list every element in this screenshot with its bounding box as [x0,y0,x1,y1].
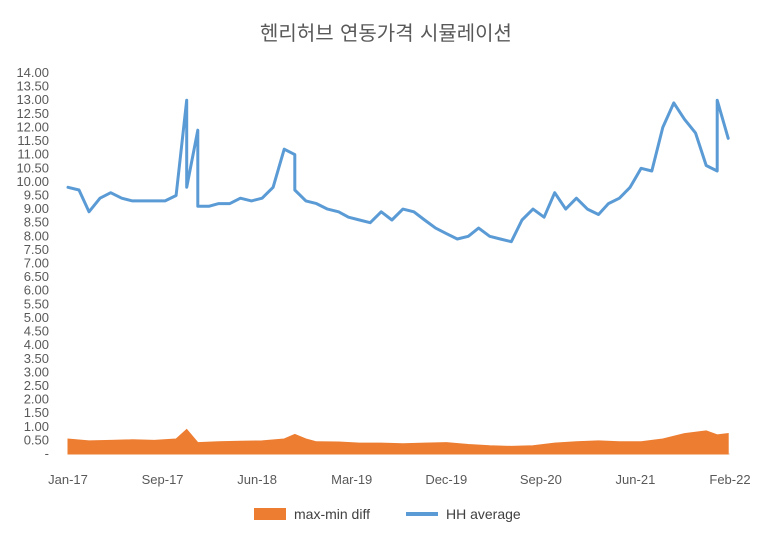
y-tick-label: 4.00 [24,337,49,352]
x-tick-label: Jan-17 [48,472,88,487]
y-tick-label: 7.00 [24,256,49,271]
x-tick-label: Feb-22 [709,472,750,487]
y-tick-label: 0.50 [24,432,49,447]
y-tick-label: 3.50 [24,351,49,366]
y-tick-label: 5.50 [24,296,49,311]
y-tick-label: 12.00 [16,119,49,134]
chart-title: 헨리허브 연동가격 시뮬레이션 [260,21,512,45]
y-tick-label: 11.00 [17,147,49,162]
legend-swatch-max-min-diff [254,508,286,520]
y-tick-label: 13.50 [16,79,49,94]
y-tick-label: 11.50 [17,133,49,148]
y-tick-label: 14.00 [16,65,49,80]
legend: max-min diff HH average [254,506,521,522]
y-tick-label: 1.00 [24,419,49,434]
x-tick-label: Sep-20 [520,472,562,487]
series-max-min-diff-area [67,428,729,455]
y-tick-label: 10.50 [16,160,49,175]
y-tick-label: 6.50 [24,269,49,284]
x-tick-label: Jun-18 [237,472,277,487]
y-tick-label: 2.50 [24,378,49,393]
y-tick-label: 2.00 [24,392,49,407]
y-tick-label: 6.00 [24,283,49,298]
x-tick-label: Sep-17 [142,472,184,487]
series-hh-average-line [66,98,730,244]
legend-label-max-min-diff: max-min diff [294,506,370,522]
x-tick-label: Jun-21 [616,472,656,487]
y-tick-label: 9.50 [24,187,49,202]
x-axis: Jan-17 Sep-17 Jun-18 Mar-19 Dec-19 Sep-20 Jun-… [48,453,751,487]
y-tick-label: 12.50 [16,106,49,121]
y-tick-label: 8.50 [24,215,49,230]
y-tick-label: 8.00 [24,228,49,243]
y-tick-label: 13.00 [16,92,49,107]
y-tick-label: 4.50 [24,324,49,339]
y-tick-label: 5.00 [24,310,49,325]
y-axis: -0.501.001.502.002.503.003.504.004.505.0… [16,65,49,461]
y-tick-label: - [45,446,49,461]
y-tick-label: 10.00 [16,174,49,189]
y-tick-label: 7.50 [24,242,49,257]
y-tick-label: 1.50 [24,405,49,420]
plot-area [66,98,730,455]
x-tick-label: Mar-19 [331,472,372,487]
y-tick-label: 3.00 [24,364,49,379]
x-tick-label: Dec-19 [425,472,467,487]
y-tick-label: 9.00 [24,201,49,216]
legend-label-hh-average: HH average [446,506,521,522]
